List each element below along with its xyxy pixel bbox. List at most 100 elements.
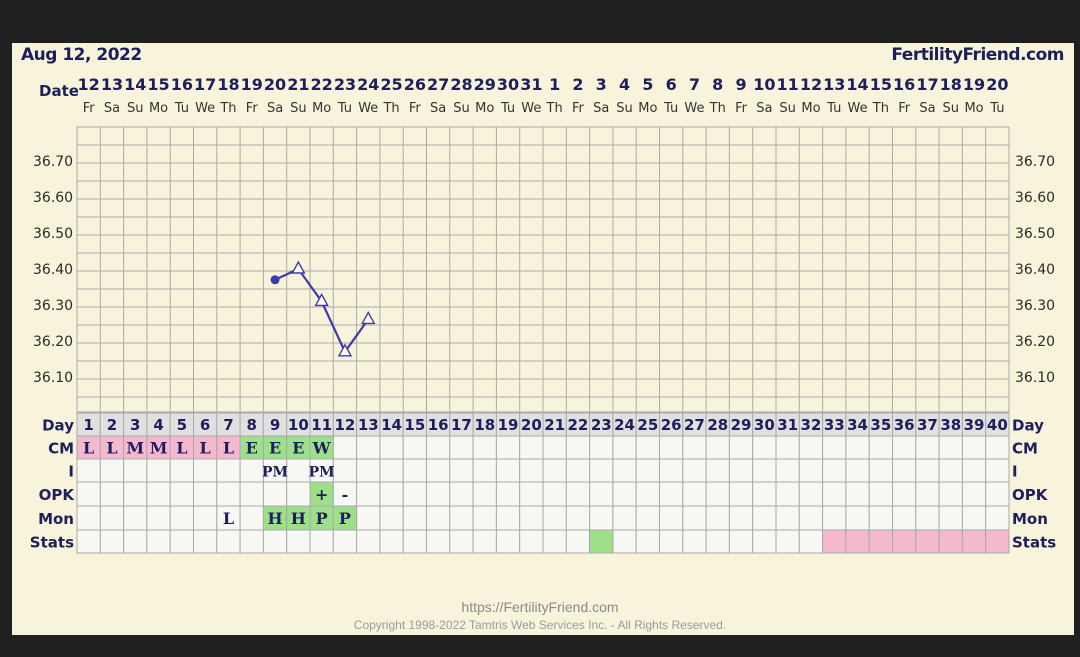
weekday-label: Mo <box>475 101 494 116</box>
weekday-label: Mo <box>801 101 820 116</box>
table-cell <box>728 458 754 483</box>
table-cell <box>868 505 894 531</box>
weekday-label: Sa <box>756 101 772 116</box>
date-label: 21 <box>287 75 309 94</box>
table-cell <box>612 458 637 483</box>
date-label: 24 <box>357 75 379 94</box>
table-cell <box>635 481 661 507</box>
y-tick-label-left: 36.50 <box>33 226 73 242</box>
cycle-day-label: 7 <box>223 416 233 434</box>
table-cell <box>752 481 777 507</box>
table-cell <box>402 481 428 507</box>
cm-value: L <box>176 439 187 458</box>
i-row-label-right: I <box>1012 463 1018 481</box>
footer-url[interactable]: https://FertilityFriend.com <box>461 599 619 615</box>
brand-link[interactable]: FertilityFriend.com <box>891 45 1064 65</box>
date-label: 15 <box>870 75 892 94</box>
y-tick-label-left: 36.70 <box>33 154 73 170</box>
weekday-label: Su <box>453 101 470 116</box>
table-cell <box>426 435 451 460</box>
date-label: 18 <box>940 75 962 94</box>
table-cell <box>99 529 125 554</box>
date-label: 11 <box>777 75 799 94</box>
weekday-label: Mo <box>312 101 331 116</box>
table-cell <box>542 529 567 554</box>
table-cell <box>426 505 451 531</box>
table-cell <box>216 529 241 554</box>
table-cell <box>239 529 264 554</box>
table-cell <box>822 505 847 531</box>
date-label: 13 <box>823 75 845 94</box>
table-cell <box>682 505 707 531</box>
table-cell <box>845 505 870 531</box>
table-cell <box>589 481 614 507</box>
table-cell <box>449 505 474 531</box>
table-cell <box>798 458 824 483</box>
table-cell <box>868 435 894 460</box>
table-cell <box>519 505 544 531</box>
cycle-day-label: 29 <box>731 416 752 434</box>
weekday-label: Th <box>546 101 563 116</box>
table-cell <box>309 529 334 554</box>
table-cell <box>938 481 963 507</box>
stats-cell <box>915 529 940 554</box>
table-cell <box>565 458 591 483</box>
chart-date: Aug 12, 2022 <box>21 45 142 65</box>
cycle-day-label: 27 <box>684 416 705 434</box>
table-cell <box>635 458 661 483</box>
weekday-label: Su <box>616 101 633 116</box>
cycle-day-label: 1 <box>83 416 93 434</box>
weekday-label: Tu <box>174 101 189 116</box>
table-cell <box>262 481 288 507</box>
table-cell <box>798 435 824 460</box>
weekday-label: Sa <box>593 101 609 116</box>
table-cell <box>635 505 661 531</box>
cycle-day-label: 6 <box>200 416 210 434</box>
date-label: 19 <box>241 75 263 94</box>
date-label: 10 <box>753 75 775 94</box>
monitor-value: H <box>291 509 306 528</box>
table-cell <box>356 481 381 507</box>
weekday-label: Fr <box>572 101 585 116</box>
temperature-point <box>337 343 353 357</box>
cycle-day-label: 3 <box>130 416 140 434</box>
table-cell <box>146 481 171 507</box>
date-label: 8 <box>712 75 723 94</box>
weekday-label: Th <box>382 101 399 116</box>
stats-cell <box>845 529 870 554</box>
table-cell <box>472 435 497 460</box>
y-tick-label-left: 36.30 <box>33 298 73 314</box>
table-cell <box>519 481 544 507</box>
table-cell <box>822 435 847 460</box>
opk-row-label-left: OPK <box>39 486 76 504</box>
cycle-day-label: 38 <box>940 416 961 434</box>
cycle-day-label: 25 <box>637 416 658 434</box>
table-cell <box>193 481 218 507</box>
weekday-label: Th <box>219 101 236 116</box>
table-cell <box>472 481 497 507</box>
table-cell <box>775 481 800 507</box>
opk-value: - <box>342 485 349 504</box>
temperature-point <box>314 292 329 307</box>
cm-row-label-left: CM <box>48 440 74 458</box>
table-cell <box>356 435 381 460</box>
table-cell <box>495 529 521 554</box>
table-cell <box>705 481 730 507</box>
table-cell <box>892 435 917 460</box>
table-cell <box>705 458 730 483</box>
table-cell <box>961 505 987 531</box>
table-cell <box>682 481 707 507</box>
table-cell <box>146 529 171 554</box>
table-cell <box>892 481 917 507</box>
table-cell <box>705 529 730 554</box>
table-cell <box>985 435 1010 460</box>
table-cell <box>565 435 591 460</box>
cycle-day-label: 17 <box>451 416 472 434</box>
y-tick-label-right: 36.60 <box>1015 190 1055 206</box>
weekday-label: Tu <box>826 101 841 116</box>
table-cell <box>472 505 497 531</box>
table-cell <box>262 529 288 554</box>
table-cell <box>216 458 241 483</box>
day-row-label-right: Day <box>1012 417 1044 435</box>
table-cell <box>239 505 264 531</box>
